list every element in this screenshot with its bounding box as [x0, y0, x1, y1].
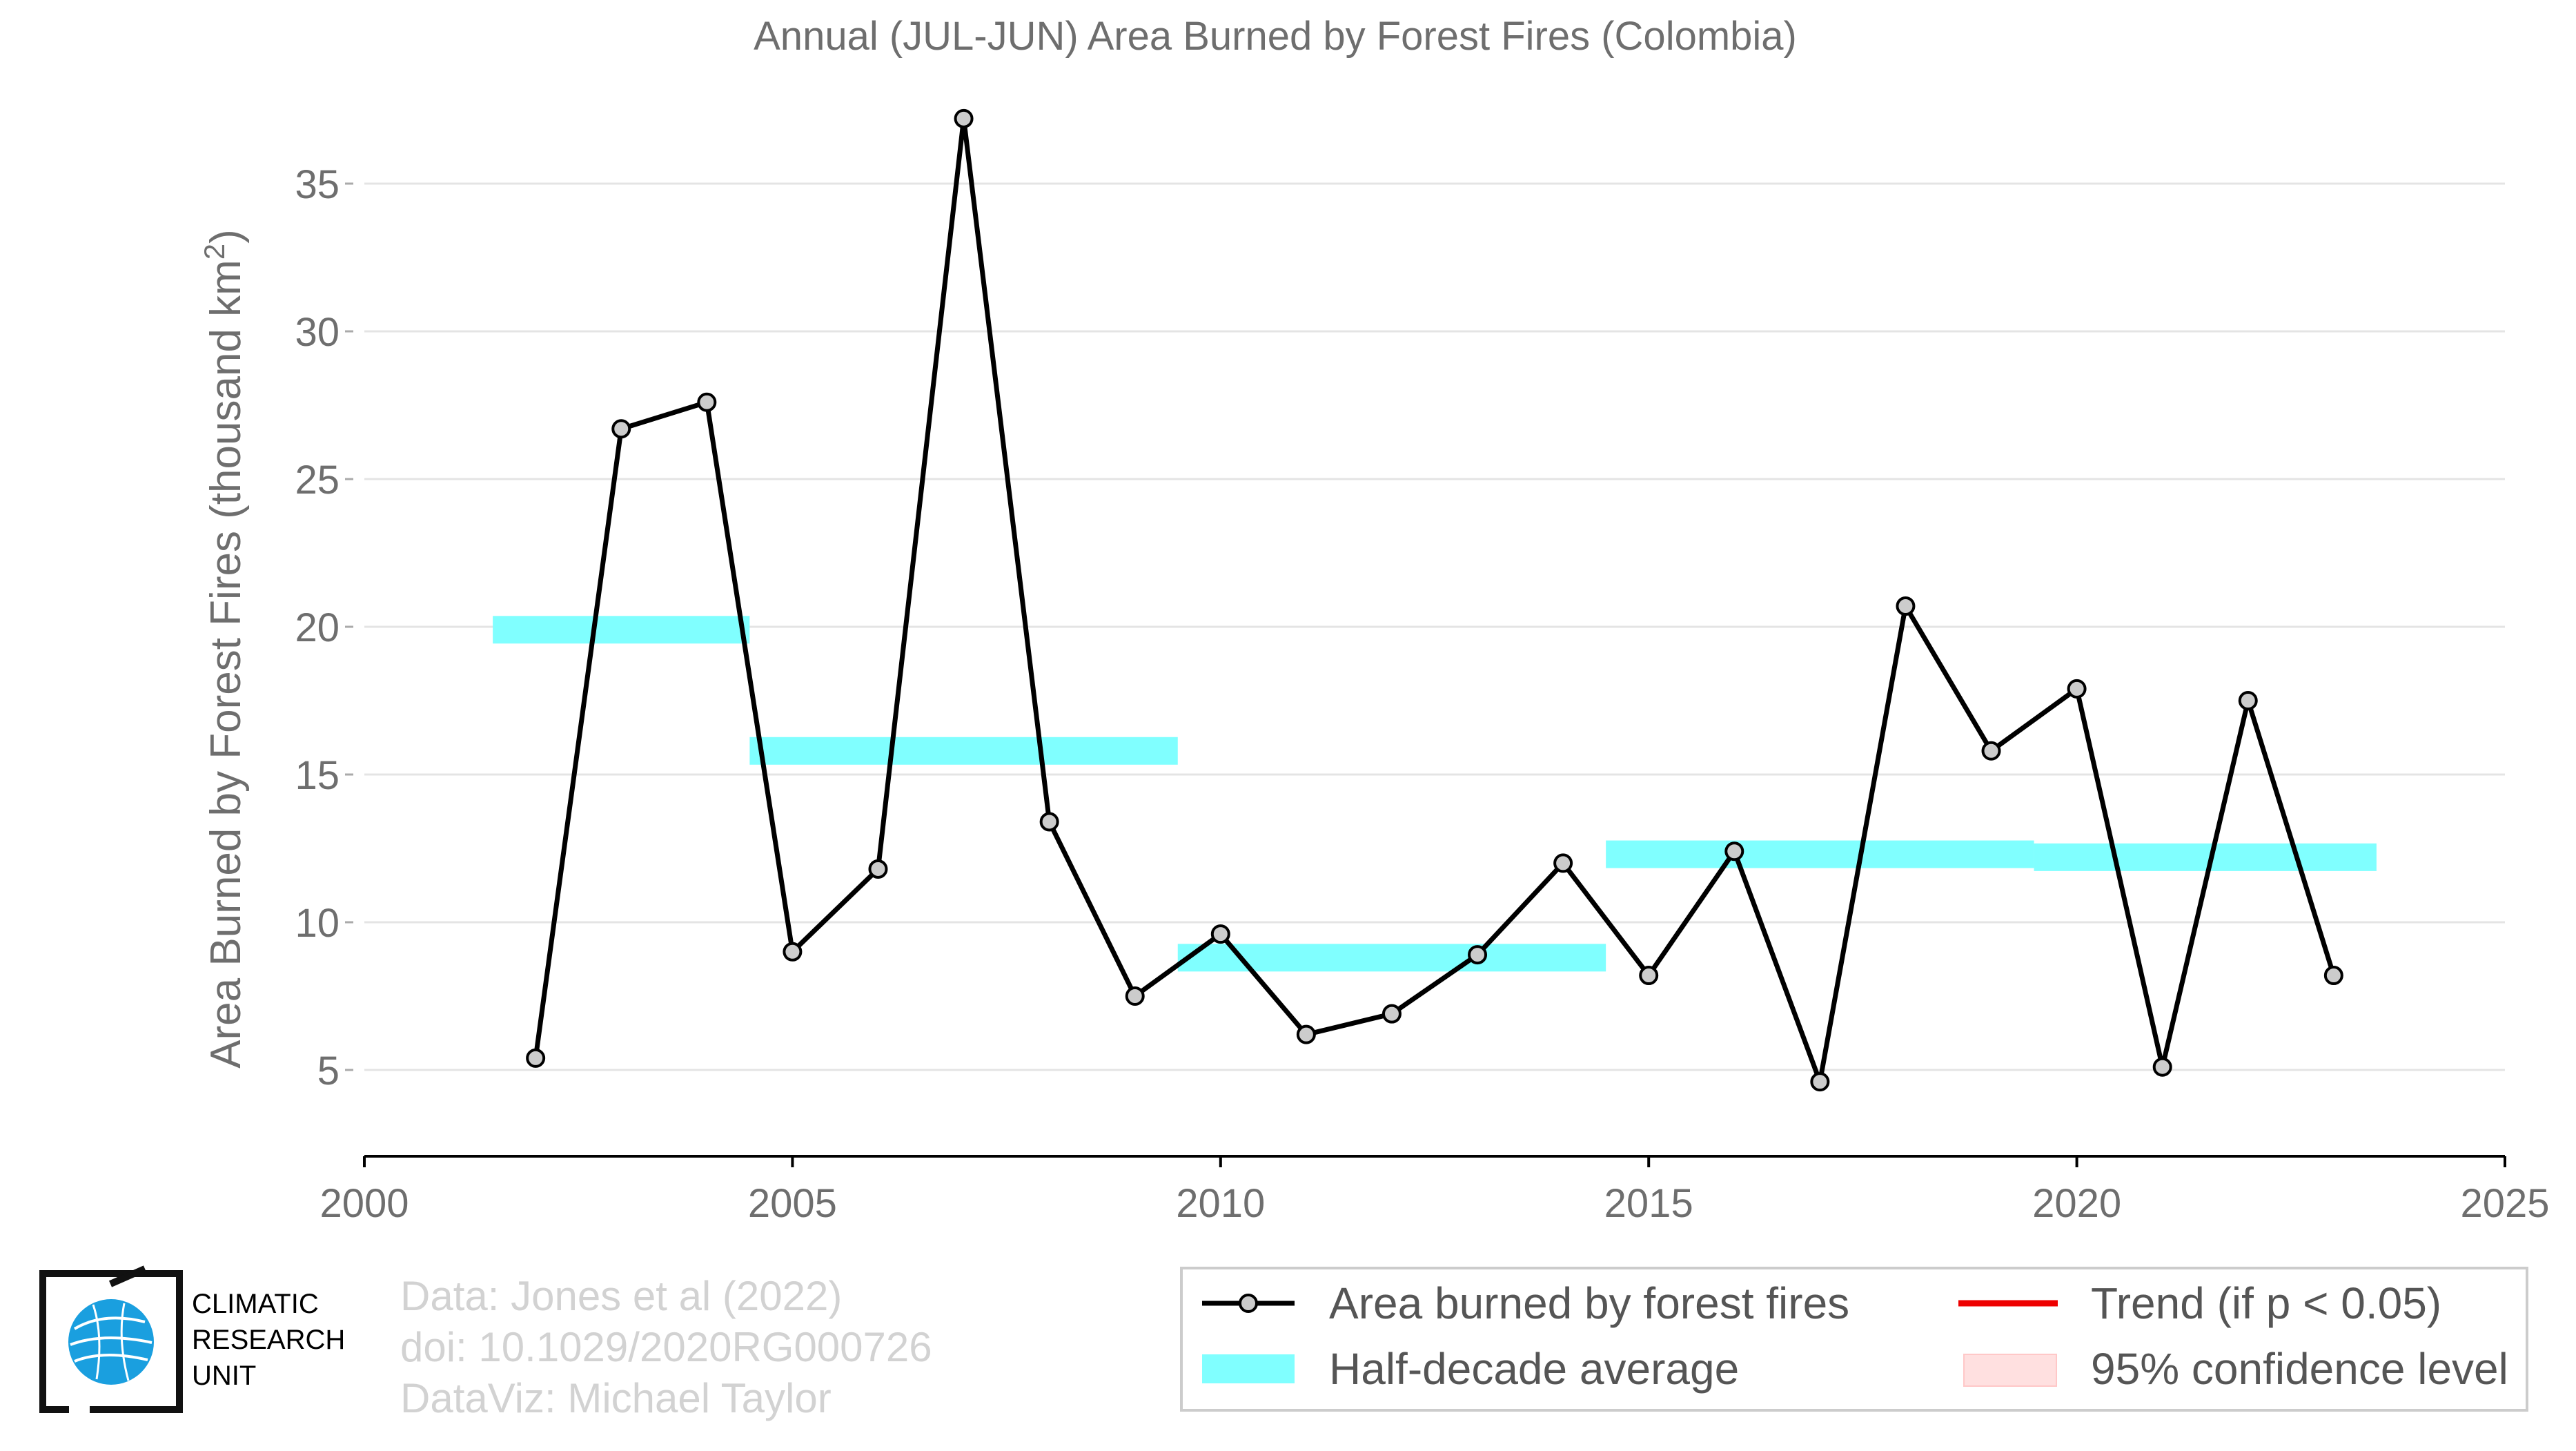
y-tick-label: 15 — [295, 753, 340, 798]
y-tick-label: 30 — [295, 310, 340, 355]
data-point — [1639, 966, 1659, 986]
cru-logo: CLIMATIC RESEARCH UNIT — [39, 1265, 345, 1413]
legend-label-half-decade: Half-decade average — [1329, 1344, 1739, 1394]
y-axis-label: Area Burned by Forest Fires (thousand km… — [198, 229, 250, 1069]
legend-swatch-marker — [1239, 1294, 1258, 1313]
data-point — [2152, 1057, 2172, 1077]
legend-box — [1180, 1267, 2528, 1412]
data-point — [1382, 1004, 1402, 1024]
y-tick-label: 25 — [295, 458, 340, 503]
x-tick-label: 2000 — [319, 1181, 409, 1226]
y-tick-label: 10 — [295, 901, 340, 946]
chart-title: Annual (JUL-JUN) Area Burned by Forest F… — [754, 14, 1797, 59]
data-point — [1210, 924, 1230, 944]
data-point — [868, 859, 888, 879]
half-decade-band — [2034, 843, 2377, 871]
data-point — [1724, 841, 1744, 861]
y-axis-label-close: ) — [202, 229, 250, 244]
credit-data-source: Data: Jones et al (2022) — [400, 1273, 842, 1319]
data-point — [2238, 691, 2258, 710]
y-axis-label-superscript: 2 — [198, 244, 230, 260]
legend-swatch-confidence — [1963, 1354, 2057, 1387]
data-point — [1810, 1072, 1830, 1092]
data-point — [1981, 741, 2001, 761]
y-tick-label: 20 — [295, 605, 340, 650]
data-point — [2067, 679, 2087, 699]
logo-bracket-right — [90, 1270, 183, 1413]
half-decade-band — [493, 616, 750, 644]
data-point — [1896, 596, 1916, 616]
data-point — [1039, 812, 1059, 832]
data-point — [1553, 853, 1573, 873]
logo-line-1: CLIMATIC — [192, 1289, 319, 1319]
series-area-burned — [526, 108, 2343, 1092]
data-point — [954, 108, 974, 128]
logo-line-2: RESEARCH — [192, 1325, 345, 1355]
data-point — [1125, 986, 1145, 1006]
x-tick-label: 2025 — [2460, 1181, 2549, 1226]
x-tick-label: 2015 — [1604, 1181, 1693, 1226]
data-point — [1296, 1024, 1316, 1044]
globe-icon — [68, 1299, 154, 1385]
logo-slash — [108, 1265, 147, 1287]
series-line — [533, 116, 2337, 1084]
y-tick-labels: 5 10 15 20 25 30 35 — [295, 162, 353, 1093]
data-point — [611, 419, 631, 439]
half-decade-band — [1606, 840, 2034, 868]
legend-label-trend: Trend (if p < 0.05) — [2091, 1278, 2441, 1328]
x-tick-label: 2020 — [2032, 1181, 2121, 1226]
half-decade-average-bands — [493, 616, 2377, 972]
logo-bracket-left — [39, 1270, 131, 1413]
data-point — [783, 942, 803, 962]
y-tick-label: 5 — [317, 1049, 340, 1093]
data-point — [2323, 966, 2343, 986]
logo-line-3: UNIT — [192, 1361, 256, 1391]
y-tick-label: 35 — [295, 162, 340, 207]
legend-swatch-band — [1202, 1354, 1295, 1383]
data-point — [1468, 945, 1488, 965]
legend-label-series: Area burned by forest fires — [1329, 1278, 1849, 1328]
legend-label-confidence: 95% confidence level — [2091, 1344, 2508, 1394]
data-point — [526, 1048, 546, 1068]
data-point — [697, 392, 717, 412]
x-tick-label: 2010 — [1176, 1181, 1265, 1226]
credit-dataviz: DataViz: Michael Taylor — [400, 1375, 832, 1421]
legend: Area burned by forest fires Half-decade … — [1180, 1267, 2528, 1412]
half-decade-band — [749, 737, 1178, 765]
x-tick-label: 2005 — [748, 1181, 837, 1226]
x-axis: 2000 2005 2010 2015 2020 2025 — [319, 1155, 2550, 1226]
credit-doi: doi: 10.1029/2020RG000726 — [400, 1324, 932, 1370]
